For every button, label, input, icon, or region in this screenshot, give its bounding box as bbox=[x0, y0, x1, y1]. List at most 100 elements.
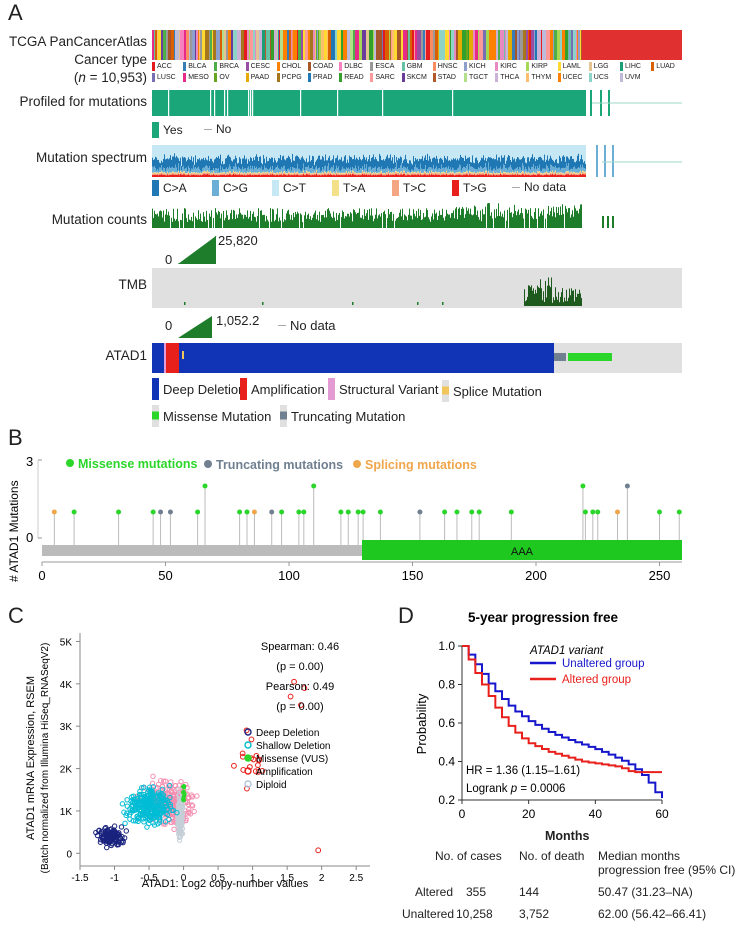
lollipop-head[interactable] bbox=[454, 509, 460, 515]
spectrum-bar bbox=[441, 164, 442, 173]
spectrum-bar bbox=[522, 171, 523, 173]
spectrum-bar bbox=[189, 145, 190, 160]
spectrum-bar bbox=[323, 157, 324, 170]
lollipop-head[interactable] bbox=[279, 509, 285, 515]
spectrum-bar bbox=[368, 145, 369, 160]
spectrum-bar bbox=[318, 173, 319, 176]
spectrum-bar bbox=[486, 170, 487, 173]
spectrum-bar bbox=[542, 168, 543, 174]
lollipop-head[interactable] bbox=[158, 509, 164, 515]
spectrum-bar bbox=[450, 145, 451, 162]
spectrum-bar bbox=[339, 173, 340, 176]
spectrum-bar bbox=[522, 145, 523, 158]
spectrum-bar bbox=[190, 173, 191, 175]
count-bar bbox=[230, 213, 231, 228]
cancer-type-bar bbox=[443, 30, 445, 60]
lollipop-head[interactable] bbox=[676, 509, 682, 515]
spectrum-bar bbox=[348, 172, 349, 175]
lollipop-head[interactable] bbox=[237, 509, 243, 515]
spectrum-bar bbox=[459, 145, 460, 159]
scatter-point-pink bbox=[189, 802, 195, 808]
lollipop-head[interactable] bbox=[508, 509, 514, 515]
spectrum-bar bbox=[501, 145, 502, 156]
lollipop-head[interactable] bbox=[311, 483, 317, 489]
spectrum-bar bbox=[187, 175, 188, 177]
spectrum-bar bbox=[478, 166, 479, 173]
lollipop-head[interactable] bbox=[580, 483, 586, 489]
lollipop-head[interactable] bbox=[476, 509, 482, 515]
lollipop-head[interactable] bbox=[195, 509, 201, 515]
scatter-point-pink bbox=[162, 778, 169, 784]
spectrum-bar bbox=[528, 172, 529, 174]
lollipop-head[interactable] bbox=[301, 509, 307, 515]
lollipop-head[interactable] bbox=[269, 509, 275, 515]
count-bar bbox=[420, 209, 421, 228]
lollipop-head[interactable] bbox=[296, 509, 302, 515]
lollipop-head[interactable] bbox=[71, 509, 77, 515]
aaa-domain[interactable] bbox=[362, 540, 682, 560]
count-bar bbox=[229, 219, 230, 228]
spectrum-bar bbox=[157, 169, 158, 173]
spectrum-bar bbox=[358, 165, 359, 173]
lollipop-head[interactable] bbox=[202, 483, 208, 489]
cancer-type-bar bbox=[410, 30, 412, 60]
spectrum-bar bbox=[363, 172, 364, 174]
lollipop-head[interactable] bbox=[244, 509, 250, 515]
spectrum-bar bbox=[281, 172, 282, 175]
spectrum-bar bbox=[270, 172, 271, 175]
spectrum-bar bbox=[523, 174, 524, 177]
spectrum-bar bbox=[352, 145, 353, 160]
spectrum-bar bbox=[430, 173, 431, 176]
spectrum-bar bbox=[391, 145, 392, 161]
spectrum-bar bbox=[212, 145, 213, 162]
count-bar bbox=[409, 208, 410, 228]
spectrum-bar bbox=[286, 171, 287, 174]
lollipop-head[interactable] bbox=[251, 509, 257, 515]
lollipop-head[interactable] bbox=[345, 509, 351, 515]
cancer-type-bar bbox=[362, 30, 366, 60]
count-bar bbox=[339, 212, 340, 228]
spectrum-bar bbox=[191, 156, 192, 169]
lollipop-head[interactable] bbox=[657, 509, 662, 515]
lollipop-head[interactable] bbox=[360, 509, 366, 515]
spectrum-bar bbox=[204, 167, 205, 171]
spectrum-bar bbox=[337, 172, 338, 174]
cancer-type-swatch bbox=[276, 73, 280, 82]
spectrum-bar bbox=[372, 157, 373, 168]
spectrum-bar bbox=[367, 171, 368, 174]
lollipop-head[interactable] bbox=[377, 509, 383, 515]
lollipop-head[interactable] bbox=[355, 509, 361, 515]
lollipop-head[interactable] bbox=[150, 509, 156, 515]
lollipop-head[interactable] bbox=[417, 509, 423, 515]
count-bar bbox=[446, 209, 447, 228]
lollipop-head[interactable] bbox=[624, 483, 630, 489]
count-bar bbox=[273, 209, 274, 228]
count-bar bbox=[494, 209, 495, 228]
spectrum-bar bbox=[377, 145, 378, 161]
cancer-type-bar bbox=[256, 30, 259, 60]
lollipop-head[interactable] bbox=[51, 509, 57, 515]
lollipop-head[interactable] bbox=[595, 509, 601, 515]
spectrum-bar bbox=[359, 175, 360, 177]
spectrum-bar bbox=[387, 172, 388, 174]
scatter-point-deep-deletion bbox=[104, 831, 110, 838]
count-bar bbox=[280, 220, 281, 228]
spectrum-bar bbox=[196, 168, 197, 173]
spectrum-bar bbox=[366, 174, 367, 177]
lollipop-head[interactable] bbox=[590, 509, 596, 515]
spectrum-bar bbox=[503, 145, 504, 158]
lollipop-head[interactable] bbox=[338, 509, 344, 515]
spectrum-bar bbox=[584, 145, 585, 162]
lollipop-head[interactable] bbox=[582, 509, 588, 515]
cancer-type-bar bbox=[486, 30, 489, 60]
count-bar bbox=[574, 205, 575, 228]
lollipop-head[interactable] bbox=[116, 509, 122, 515]
spectrum-bar bbox=[563, 155, 564, 168]
lollipop-head[interactable] bbox=[615, 509, 621, 515]
lollipop-head[interactable] bbox=[442, 509, 448, 515]
spectrum-bar bbox=[542, 145, 543, 160]
spectrum-bar bbox=[278, 174, 279, 176]
spectrum-bar bbox=[508, 154, 509, 168]
lollipop-head[interactable] bbox=[167, 509, 173, 515]
lollipop-head[interactable] bbox=[469, 509, 475, 515]
